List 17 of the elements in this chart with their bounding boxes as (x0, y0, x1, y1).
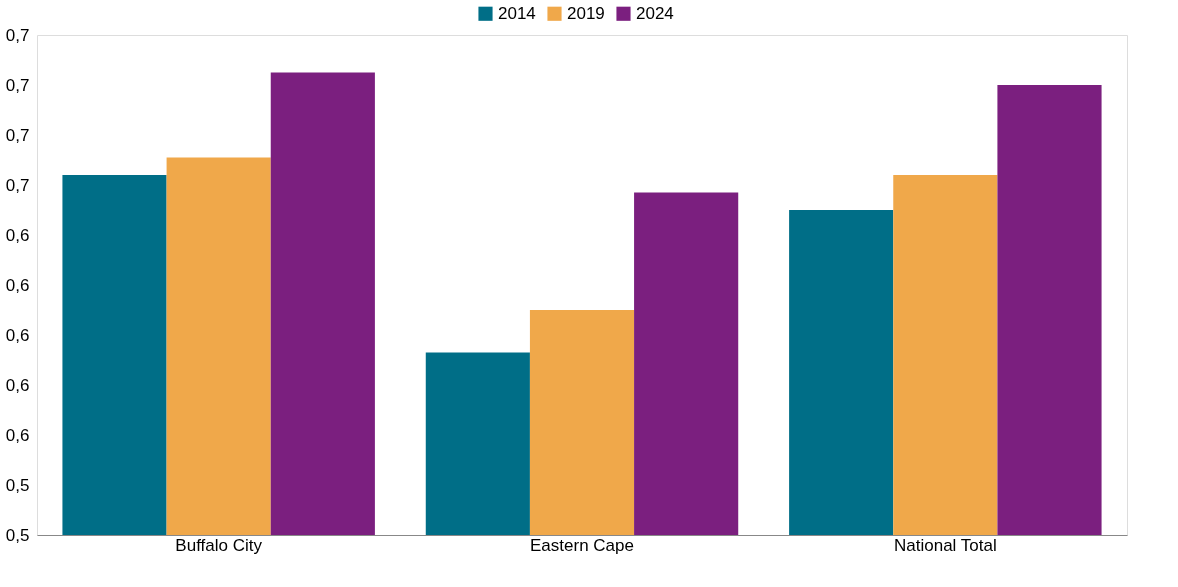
y-tick-label: 0,5 (5, 475, 30, 495)
y-tick-label: 0,7 (5, 125, 30, 145)
x-tick-label: National Total (893, 535, 997, 555)
y-tick-label: 0,6 (5, 225, 30, 245)
legend-label: 2014 (498, 3, 536, 23)
y-tick-label: 0,6 (5, 375, 30, 395)
y-tick-label: 0,7 (5, 175, 30, 195)
y-tick-label: 0,6 (5, 425, 30, 445)
y-tick-label: 0,5 (5, 525, 30, 545)
y-tick-label: 0,7 (5, 75, 30, 95)
x-tick-label: Buffalo City (175, 535, 263, 555)
legend-label: 2019 (567, 3, 605, 23)
y-tick-label: 0,7 (5, 25, 30, 45)
y-tick-label: 0,6 (5, 275, 30, 295)
x-tick-label: Eastern Cape (530, 535, 634, 555)
y-tick-label: 0,6 (5, 325, 30, 345)
legend-label: 2024 (636, 3, 674, 23)
